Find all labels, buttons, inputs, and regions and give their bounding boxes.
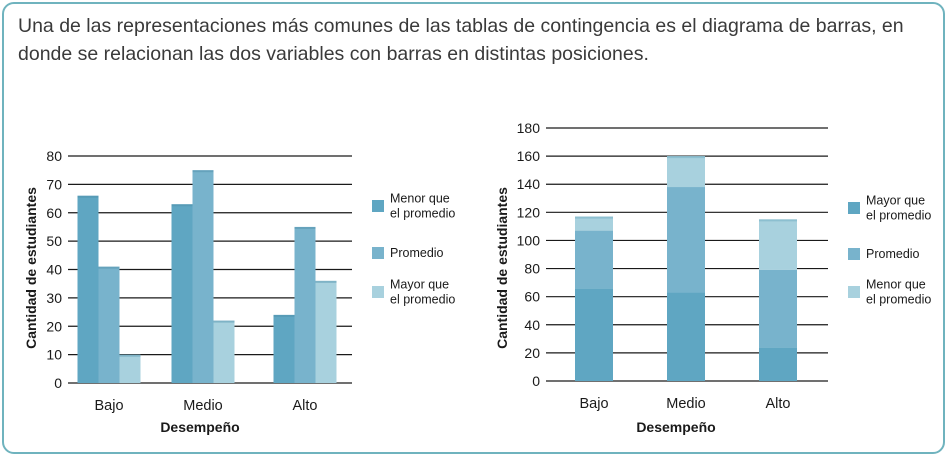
legend-swatch: [848, 286, 860, 298]
stacked-segment-medio-1: [667, 292, 705, 381]
legend-label: el promedio: [866, 209, 931, 223]
legend-label: Promedio: [866, 247, 920, 261]
bar-top-edge: [294, 226, 316, 229]
legend-label: Promedio: [390, 246, 444, 260]
x-axis-label: Desempeño: [160, 419, 239, 435]
bar-top-edge: [171, 204, 193, 207]
y-axis-label: Cantidad de estudiantes: [23, 187, 39, 349]
bar-top-edge: [759, 219, 797, 222]
y-tick-label: 20: [46, 318, 62, 334]
y-tick-label: 0: [532, 373, 540, 389]
bar-medio-2: [192, 170, 214, 383]
y-tick-label: 40: [46, 262, 62, 278]
bar-top-edge: [98, 266, 120, 269]
y-tick-label: 180: [517, 120, 541, 136]
legend-swatch: [372, 247, 384, 259]
stacked-segment-medio-3: [667, 156, 705, 188]
category-label-medio: Medio: [666, 396, 706, 412]
bar-top-edge: [213, 320, 235, 323]
y-tick-label: 60: [524, 289, 540, 305]
bar-alto-3: [315, 280, 337, 383]
bar-top-edge: [575, 216, 613, 219]
y-tick-label: 140: [517, 176, 541, 192]
legend-label: Menor que: [390, 192, 450, 206]
y-tick-label: 80: [524, 261, 540, 277]
y-tick-label: 160: [517, 148, 541, 164]
x-axis-label: Desempeño: [636, 419, 715, 435]
bar-alto-2: [294, 226, 316, 383]
y-tick-label: 20: [524, 345, 540, 361]
legend-label: el promedio: [866, 293, 931, 307]
y-tick-label: 0: [54, 375, 62, 391]
bar-bajo-3: [119, 354, 141, 383]
y-tick-label: 80: [46, 148, 62, 164]
y-tick-label: 70: [46, 176, 62, 192]
bar-top-edge: [315, 280, 337, 283]
y-tick-label: 50: [46, 233, 62, 249]
y-tick-label: 100: [517, 232, 541, 248]
stacked-segment-bajo-1: [575, 288, 613, 381]
bar-top-edge: [77, 195, 99, 198]
bar-alto-1: [273, 314, 295, 383]
legend-label: Menor que: [866, 278, 926, 292]
bar-top-edge: [273, 314, 295, 317]
legend-label: Mayor que: [390, 278, 449, 292]
category-label-medio: Medio: [183, 398, 223, 414]
legend-label: el promedio: [390, 293, 455, 307]
category-label-alto: Alto: [766, 396, 791, 412]
bar-medio-1: [171, 204, 193, 383]
stacked-segment-alto-2: [759, 269, 797, 348]
bar-bajo-1: [77, 195, 99, 383]
stacked-segment-medio-2: [667, 187, 705, 293]
category-label-alto: Alto: [293, 398, 318, 414]
y-tick-label: 120: [517, 204, 541, 220]
bar-top-edge: [667, 156, 705, 159]
y-tick-label: 30: [46, 290, 62, 306]
legend-swatch: [848, 202, 860, 214]
stacked-segment-alto-3: [759, 219, 797, 270]
legend-swatch: [372, 286, 384, 298]
legend-label: Mayor que: [866, 194, 925, 208]
category-label-bajo: Bajo: [94, 398, 123, 414]
y-tick-label: 60: [46, 205, 62, 221]
bar-top-edge: [119, 354, 141, 357]
legend-swatch: [848, 248, 860, 260]
bar-medio-3: [213, 320, 235, 383]
bar-top-edge: [192, 170, 214, 173]
y-tick-label: 10: [46, 347, 62, 363]
stacked-segment-alto-1: [759, 347, 797, 381]
y-tick-label: 40: [524, 317, 540, 333]
bar-bajo-2: [98, 266, 120, 383]
y-axis-label: Cantidad de estudiantes: [494, 187, 510, 349]
stacked-segment-bajo-2: [575, 230, 613, 289]
legend-swatch: [372, 200, 384, 212]
category-label-bajo: Bajo: [579, 396, 608, 412]
legend-label: el promedio: [390, 207, 455, 221]
intro-text: Una de las representaciones más comunes …: [18, 15, 904, 65]
stacked-segment-bajo-3: [575, 216, 613, 231]
